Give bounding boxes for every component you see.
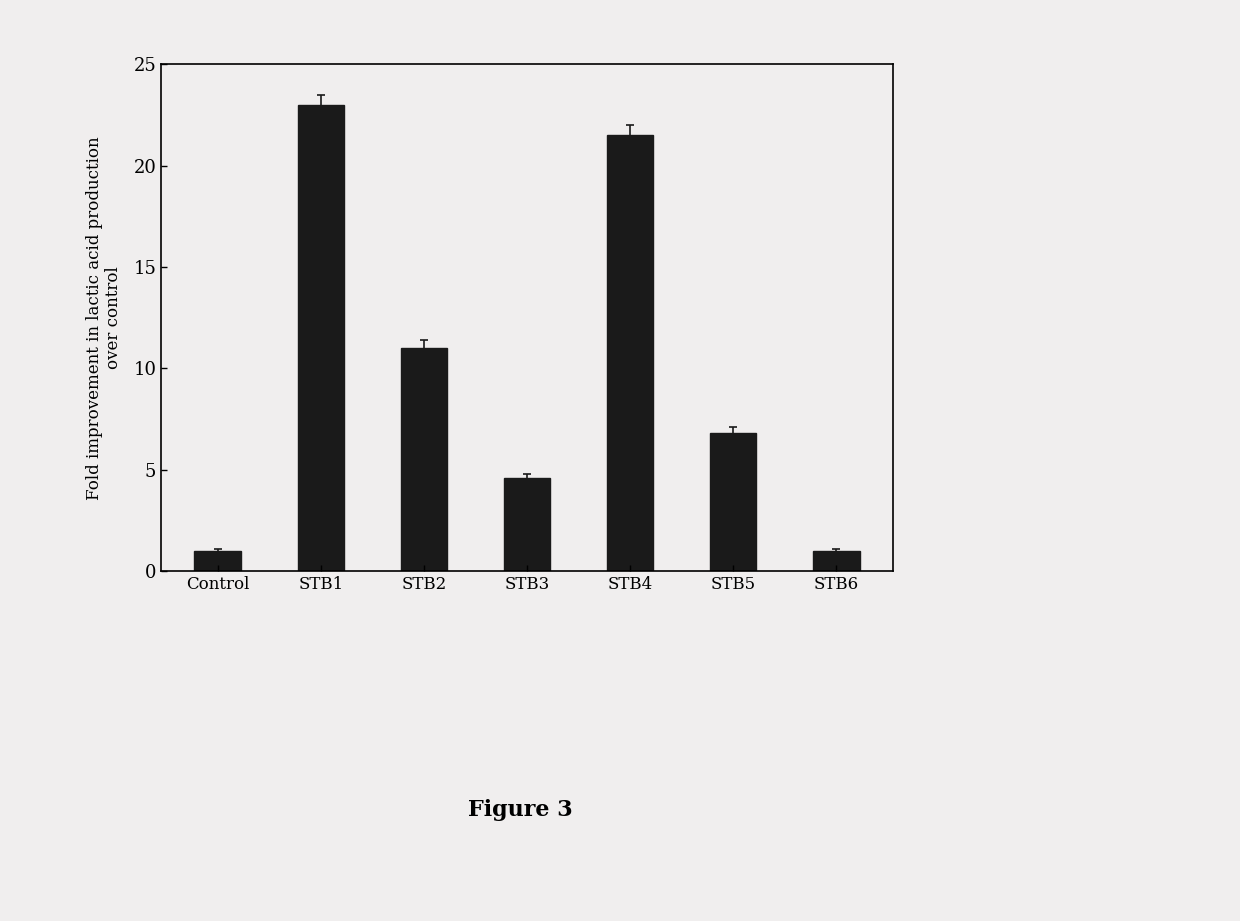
Bar [298, 105, 343, 571]
Y-axis label: Fold improvement in lactic acid production
over control: Fold improvement in lactic acid producti… [86, 136, 123, 499]
Bar [606, 135, 653, 571]
Bar [503, 478, 551, 571]
Bar [813, 551, 859, 571]
Bar [711, 433, 756, 571]
Bar [401, 348, 448, 571]
Bar [195, 551, 241, 571]
Text: Figure 3: Figure 3 [469, 799, 573, 822]
